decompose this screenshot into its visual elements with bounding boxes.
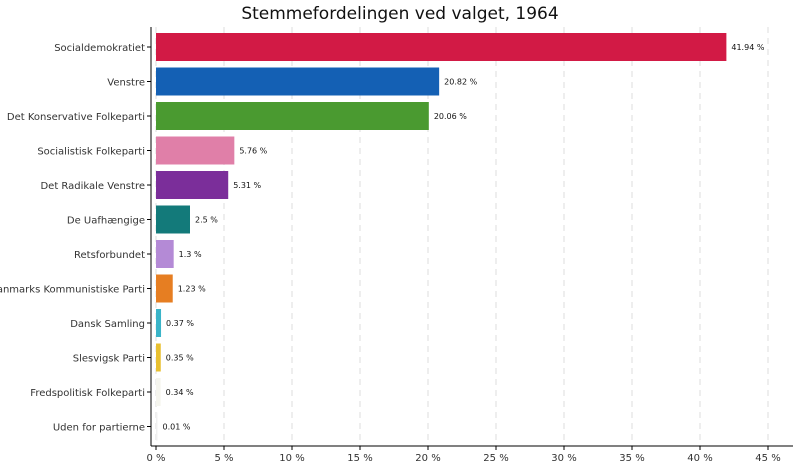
x-tick-label: 10 % xyxy=(279,453,304,464)
x-tick-label: 5 % xyxy=(214,453,233,464)
value-label: 0.34 % xyxy=(166,388,194,397)
bar xyxy=(156,378,161,406)
category-label: Venstre xyxy=(107,78,145,89)
x-tick-label: 25 % xyxy=(483,453,508,464)
value-label: 2.5 % xyxy=(195,216,218,225)
x-tick-label: 15 % xyxy=(347,453,372,464)
category-labels: Socialdemokratiet Venstre Det Konservative… xyxy=(0,43,151,434)
category-label: Socialdemokratiet xyxy=(54,43,145,54)
x-tick-label: 35 % xyxy=(619,453,644,464)
value-label: 0.01 % xyxy=(163,423,191,432)
category-label: De Uafhængige xyxy=(67,216,145,227)
category-label: Dansk Samling xyxy=(70,319,145,330)
x-tick-label: 0 % xyxy=(146,453,165,464)
category-label: Det Radikale Venstre xyxy=(40,181,145,192)
value-label: 20.06 % xyxy=(434,112,467,121)
value-label: 1.23 % xyxy=(178,285,206,294)
bar xyxy=(156,67,440,96)
value-label: 41.94 % xyxy=(731,43,764,52)
value-labels: 41.94 % 20.82 % 20.06 % 5.76 % 5.31 % 2.5 % 1.… xyxy=(163,43,765,432)
x-tick-labels: 0 % 5 % 10 % 15 % 20 % 25 % 30 % 35 % 40 % 45 % xyxy=(146,446,781,464)
category-label: Fredspolitisk Folkeparti xyxy=(30,388,145,399)
category-label: Socialistisk Folkeparti xyxy=(37,147,145,158)
x-tick-label: 30 % xyxy=(551,453,576,464)
category-label: Slesvigsk Parti xyxy=(73,354,145,365)
value-label: 0.35 % xyxy=(166,354,194,363)
x-tick-label: 20 % xyxy=(415,453,440,464)
bar xyxy=(156,33,727,61)
value-label: 5.31 % xyxy=(233,181,261,190)
bar xyxy=(156,412,158,441)
value-label: 1.3 % xyxy=(179,250,202,259)
bar xyxy=(156,205,190,234)
chart-title: Stemmefordelingen ved valget, 1964 xyxy=(241,4,558,24)
bar xyxy=(156,343,161,372)
bar xyxy=(156,309,162,337)
category-label: Danmarks Kommunistiske Parti xyxy=(0,285,145,296)
gridlines xyxy=(155,27,769,446)
bar xyxy=(156,240,174,268)
category-label: Det Konservative Folkeparti xyxy=(7,112,145,123)
value-label: 5.76 % xyxy=(239,147,267,156)
bar xyxy=(156,274,173,303)
value-label: 0.37 % xyxy=(166,319,194,328)
bar xyxy=(156,171,229,199)
category-label: Retsforbundet xyxy=(74,250,145,261)
x-tick-label: 40 % xyxy=(687,453,712,464)
bar xyxy=(156,102,429,130)
bars xyxy=(156,33,727,441)
value-label: 20.82 % xyxy=(444,78,477,87)
x-tick-label: 45 % xyxy=(755,453,780,464)
category-label: Uden for partierne xyxy=(53,423,145,434)
bar xyxy=(156,136,235,165)
